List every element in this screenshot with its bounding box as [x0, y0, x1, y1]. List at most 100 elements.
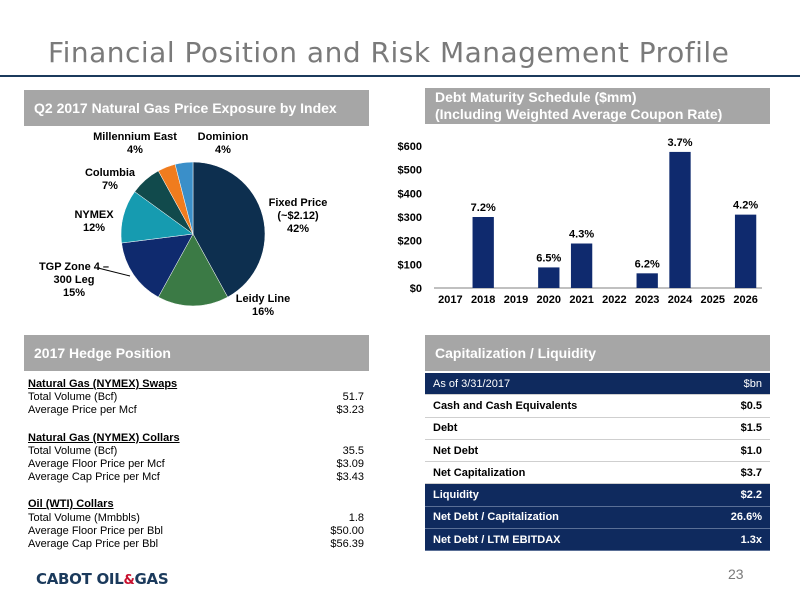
cap-table-row: Debt $1.5 — [425, 418, 770, 440]
cap-row-label: Cash and Cash Equivalents — [433, 399, 578, 412]
cap-row-label: Debt — [433, 422, 458, 435]
hedge-row: Total Volume (Bcf) 35.5 — [28, 445, 364, 458]
cap-row-value: $0.5 — [740, 399, 762, 412]
hedge-position-header: 2017 Hedge Position — [24, 335, 369, 371]
hedge-row: Total Volume (Mmbbls) 1.8 — [28, 512, 364, 525]
x-tick-label: 2018 — [471, 294, 495, 306]
hedge-row-value: $3.43 — [336, 471, 364, 484]
cap-table-row: Liquidity $2.2 — [425, 484, 770, 507]
title-divider — [0, 75, 800, 77]
debt-bar — [538, 267, 560, 288]
bar-data-label: 7.2% — [471, 202, 496, 214]
y-tick-label: $0 — [410, 283, 422, 295]
cap-row-value: $2.2 — [740, 489, 762, 502]
pie-slice-label: Leidy Line 16% — [236, 293, 290, 318]
pie-slice — [157, 233, 229, 307]
hedge-row-value: $50.00 — [330, 524, 364, 537]
hedge-group: Natural Gas (NYMEX) Swaps Total Volume (B… — [28, 378, 364, 418]
bar-data-label: 4.3% — [569, 229, 594, 241]
pie-slice — [121, 233, 194, 298]
x-tick-label: 2024 — [668, 294, 693, 306]
bar-data-label: 4.2% — [733, 200, 758, 212]
debt-bar — [636, 273, 658, 288]
cap-row-label: Net Debt — [433, 444, 479, 457]
cap-row-label: As of 3/31/2017 — [433, 377, 511, 390]
hedge-row-label: Average Floor Price per Mcf — [28, 458, 165, 471]
hedge-position-title: 2017 Hedge Position — [34, 345, 171, 361]
pie-slice-label: Millennium East 4% — [93, 131, 177, 156]
pie-slice-label: NYMEX 12% — [74, 209, 114, 234]
cap-table-row: Net Debt $1.0 — [425, 440, 770, 463]
hedge-row: Average Floor Price per Mcf $3.09 — [28, 458, 364, 471]
cap-table-row: Net Debt / Capitalization 26.6% — [425, 506, 770, 530]
pie-slice — [174, 161, 194, 235]
hedge-row: Average Floor Price per Bbl $50.00 — [28, 525, 364, 538]
hedge-row-label: Average Cap Price per Mcf — [28, 471, 160, 484]
pie-chart-svg: Fixed Price (~$2.12) 42% Leidy Line 16% TGP Z… — [39, 131, 328, 318]
hedge-group-title: Natural Gas (NYMEX) Swaps — [28, 378, 178, 390]
hedge-group: Natural Gas (NYMEX) Collars Total Volume … — [28, 432, 364, 485]
debt-bar — [570, 243, 593, 288]
x-tick-label: 2022 — [602, 294, 626, 306]
y-tick-label: $600 — [398, 141, 422, 153]
x-tick-label: 2017 — [438, 294, 462, 306]
hedge-group: Oil (WTI) Collars Total Volume (Mmbbls) 1.… — [28, 498, 364, 551]
hedge-row-value: $3.09 — [336, 458, 364, 471]
capitalization-table: As of 3/31/2017 $bn Cash and Cash Equivale… — [425, 373, 770, 552]
price-exposure-title: Q2 2017 Natural Gas Price Exposure by In… — [34, 100, 337, 116]
hedge-row-label: Average Price per Mcf — [28, 404, 137, 417]
capitalization-header: Capitalization / Liquidity — [425, 335, 770, 371]
cap-row-label: Net Capitalization — [433, 466, 526, 479]
y-tick-label: $400 — [398, 188, 422, 200]
cap-table-row: Cash and Cash Equivalents $0.5 — [425, 395, 770, 418]
hedge-row-value: 35.5 — [342, 444, 364, 457]
x-tick-label: 2019 — [504, 294, 528, 306]
cap-table-header: As of 3/31/2017 $bn — [425, 373, 770, 396]
hedge-row-label: Average Floor Price per Bbl — [28, 524, 163, 537]
logo-text-right: GAS — [134, 570, 169, 588]
cap-row-label: Net Debt / LTM EBITDAX — [433, 533, 561, 546]
bar-data-label: 6.5% — [536, 252, 561, 264]
cap-row-label: Liquidity — [433, 489, 479, 502]
hedge-row-label: Total Volume (Mmbbls) — [28, 511, 140, 524]
page-title: Financial Position and Risk Management P… — [48, 36, 730, 69]
hedge-position-list: Natural Gas (NYMEX) Swaps Total Volume (B… — [28, 378, 364, 565]
x-tick-label: 2021 — [569, 294, 593, 306]
y-tick-label: $100 — [398, 259, 422, 271]
pie-leader-line — [97, 267, 131, 277]
cap-row-value: $1.0 — [740, 444, 762, 457]
bar-data-label: 3.7% — [667, 137, 692, 149]
x-tick-label: 2026 — [733, 294, 757, 306]
debt-bar — [472, 217, 494, 288]
hedge-row-value: $3.23 — [336, 404, 364, 417]
hedge-row-label: Total Volume (Bcf) — [28, 444, 118, 457]
pie-slice-label: Columbia 7% — [85, 167, 136, 192]
pie-slice-label: Fixed Price (~$2.12) 42% — [269, 197, 328, 235]
hedge-row-label: Average Cap Price per Bbl — [28, 538, 159, 551]
hedge-row-label: Total Volume (Bcf) — [28, 391, 118, 404]
cap-table-row: Net Debt / LTM EBITDAX 1.3x — [425, 529, 770, 552]
hedge-row: Average Cap Price per Bbl $56.39 — [28, 538, 364, 551]
capitalization-title: Capitalization / Liquidity — [435, 345, 596, 361]
cap-row-value: $3.7 — [740, 466, 762, 479]
cap-row-label: Net Debt / Capitalization — [433, 511, 559, 524]
hedge-row-value: 51.7 — [342, 391, 364, 404]
hedge-row: Total Volume (Bcf) 51.7 — [28, 391, 364, 404]
hedge-row-value: $56.39 — [330, 538, 364, 551]
price-exposure-header: Q2 2017 Natural Gas Price Exposure by In… — [24, 90, 369, 126]
bar-chart-svg: $0 $100 $200 $300 $400 $500 $600 2017 7.2% 2018 20… — [398, 137, 762, 306]
logo-text-left: CABOT OIL — [36, 570, 124, 588]
debt-bar — [669, 151, 691, 288]
cap-row-value: $bn — [743, 377, 762, 390]
hedge-row: Average Cap Price per Mcf $3.43 — [28, 471, 364, 484]
debt-maturity-bar-chart: $0 $100 $200 $300 $400 $500 $600 2017 7.2% 2018 20… — [390, 130, 775, 310]
x-tick-label: 2023 — [635, 294, 659, 306]
debt-bar — [734, 214, 757, 288]
cap-row-value: 1.3x — [740, 533, 762, 546]
cap-row-value: 26.6% — [730, 511, 762, 524]
y-tick-label: $500 — [398, 165, 422, 177]
bar-data-label: 6.2% — [635, 258, 660, 270]
logo-ampersand: & — [123, 573, 135, 588]
hedge-group-title: Oil (WTI) Collars — [28, 498, 114, 511]
pie-slice-label: Dominion 4% — [198, 131, 249, 156]
